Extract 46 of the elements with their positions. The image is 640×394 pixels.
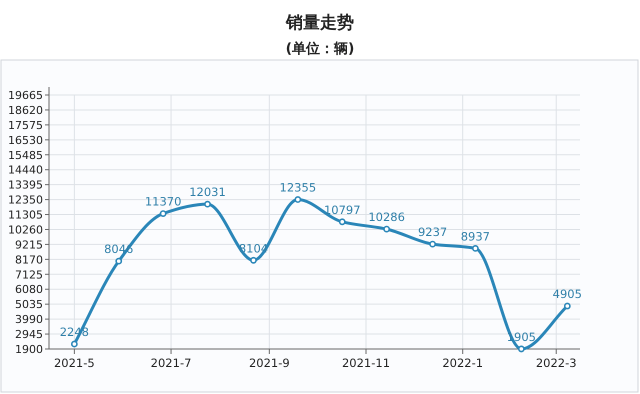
data-label: 9237 [418,225,448,240]
point [564,302,571,310]
point [338,218,346,226]
data-label: 4905 [552,287,582,302]
point [383,226,390,232]
point [429,240,436,248]
x-tick-label: 2021-7 [150,356,192,370]
y-tick-label: 7125 [15,268,43,282]
y-tick-label: 1900 [15,343,43,356]
y-tick-label: 11305 [8,208,43,222]
data-label: 11370 [144,194,182,209]
x-tick-label: 2021-5 [54,356,95,370]
data-label: 12355 [280,180,316,195]
y-tick-label: 12350 [8,194,43,207]
data-label: 10797 [324,202,361,217]
y-tick-label: 8170 [15,253,43,266]
point [518,346,525,352]
y-tick-label: 17575 [8,118,43,132]
y-tick-label: 18620 [8,104,43,117]
y-tick-label: 16530 [8,134,43,147]
y-tick-label: 5035 [15,298,43,312]
x-tick-label: 2022-3 [536,356,577,370]
data-label: 10286 [368,210,405,224]
point [160,210,167,217]
point [472,244,479,252]
chart-title: 销量走势 [285,13,354,33]
y-tick-label: 9215 [15,238,43,252]
point [294,196,302,203]
point [250,256,257,264]
y-tick-label: 19665 [8,89,43,102]
data-label: 8937 [460,229,490,244]
point [204,200,211,208]
x-tick-label: 2021-9 [248,356,290,370]
y-tick-label: 14440 [8,164,43,177]
point [70,340,78,348]
x-tick-label: 2022-1 [442,356,484,370]
y-tick-label: 15485 [8,148,43,162]
y-tick-label: 6080 [15,283,43,296]
chart-subtitle: (单位：辆) [286,41,354,57]
y-tick-label: 2945 [15,328,43,342]
y-tick-label: 13395 [8,178,43,192]
x-tick-label: 2021-11 [342,356,390,370]
y-tick-label: 10260 [8,223,43,236]
point [115,258,122,265]
y-tick-label: 3990 [15,313,43,326]
data-label: 12031 [189,185,226,200]
